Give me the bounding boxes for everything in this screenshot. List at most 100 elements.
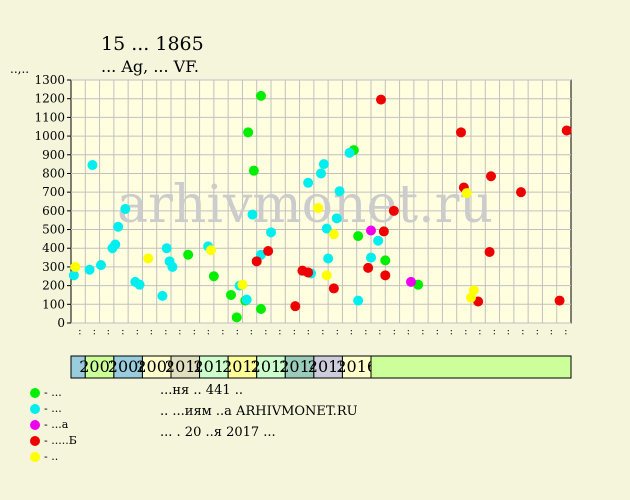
legend-item: - .....Б <box>30 434 77 448</box>
data-point <box>70 261 81 272</box>
legend-dot-icon <box>30 404 40 414</box>
year-label: 2010 <box>165 357 206 376</box>
note-line: .. ...иям ..а ARHIVMONET.RU <box>160 404 358 419</box>
x-axis-periods: ........................................… <box>73 329 570 335</box>
data-point <box>157 290 168 301</box>
legend-dot-icon <box>30 388 40 398</box>
data-point <box>167 261 178 272</box>
legend-label: - ...а <box>44 418 69 431</box>
period-label: .. <box>373 329 384 335</box>
period-label: .. <box>244 329 255 335</box>
y-axis: 0 100 200 300 400 500 600 700 800 900 1000 1100 1200… <box>34 73 71 330</box>
period-label: .. <box>301 329 312 335</box>
period-label: .. <box>258 329 269 335</box>
legend-label: - .. <box>44 450 59 463</box>
data-point <box>206 245 216 256</box>
y-tick-label: 900 <box>42 148 65 162</box>
data-point <box>303 267 314 278</box>
data-point <box>484 246 495 257</box>
plot-area <box>70 79 572 324</box>
data-point <box>516 187 526 198</box>
legend-label: - .....Б <box>44 434 77 447</box>
y-tick-label: 1200 <box>34 92 65 106</box>
year-label: 2015 <box>308 357 349 376</box>
y-tick-label: 600 <box>42 204 65 218</box>
period-label: .. <box>401 329 412 335</box>
data-point <box>334 186 345 197</box>
period-label: .. <box>201 329 212 335</box>
period-label: .. <box>116 329 127 335</box>
y-tick-label: 1100 <box>34 110 65 124</box>
period-label: .. <box>144 329 155 335</box>
data-point <box>96 260 106 271</box>
data-point <box>318 159 329 170</box>
data-point <box>456 127 466 138</box>
period-label: .. <box>316 329 327 335</box>
period-label: .. <box>344 329 355 335</box>
data-point <box>263 246 274 257</box>
period-label: .. <box>73 329 84 335</box>
note-line: ...ня .. 441 .. <box>160 383 244 398</box>
period-label: .. <box>444 329 455 335</box>
data-point <box>256 303 266 314</box>
y-tick-label: 300 <box>42 260 65 274</box>
data-point <box>363 262 374 273</box>
period-label: .. <box>516 329 527 335</box>
data-point <box>84 264 95 275</box>
year-label: 2009 <box>136 357 177 376</box>
legend-dot-icon <box>30 436 40 446</box>
data-point <box>143 253 154 264</box>
data-point <box>388 205 399 216</box>
data-point <box>321 223 332 234</box>
data-point <box>323 253 334 264</box>
data-point <box>313 203 324 214</box>
period-label: .. <box>487 329 498 335</box>
y-tick-label: 100 <box>42 297 65 311</box>
period-label: .. <box>87 329 98 335</box>
period-label: .. <box>187 329 198 335</box>
y-tick-label: 500 <box>42 223 65 237</box>
period-label: .. <box>230 329 241 335</box>
y-tick-label: 800 <box>42 166 65 180</box>
chart-title: 15 ... 1865 <box>101 33 204 55</box>
year-label: 2011 <box>193 357 234 376</box>
y-tick-label: 700 <box>42 185 65 199</box>
data-point <box>183 249 194 260</box>
data-point <box>68 270 79 281</box>
data-point <box>328 283 339 294</box>
data-point <box>208 271 219 282</box>
data-point <box>231 312 242 323</box>
data-point <box>247 209 258 220</box>
data-point <box>248 165 259 176</box>
legend-item: - .. <box>30 450 58 464</box>
y-tick-label: 1300 <box>34 73 65 87</box>
y-tick-label: 0 <box>57 316 65 330</box>
legend-item: - ... <box>30 386 62 400</box>
data-point <box>243 127 254 138</box>
period-label: .. <box>473 329 484 335</box>
year-label: 2007 <box>79 357 120 376</box>
data-point <box>344 147 355 158</box>
year-label: 2012 <box>222 357 263 376</box>
y-tick-label: 200 <box>42 279 65 293</box>
data-points <box>68 90 572 323</box>
data-point <box>331 213 342 224</box>
period-label: .. <box>430 329 441 335</box>
legend-item: - ... <box>30 402 62 416</box>
year-label: 2016 <box>336 357 377 376</box>
data-point <box>486 171 496 182</box>
legend-label: - ... <box>44 386 62 399</box>
data-point <box>256 90 266 101</box>
data-point <box>237 279 248 290</box>
year-band-tail <box>370 355 572 379</box>
grid-lines <box>71 79 571 324</box>
data-point <box>161 243 172 254</box>
data-point <box>461 188 472 199</box>
period-label: .. <box>358 329 369 335</box>
data-point <box>303 177 314 188</box>
data-point <box>316 168 326 179</box>
period-label: .. <box>216 329 227 335</box>
data-point <box>406 276 416 287</box>
